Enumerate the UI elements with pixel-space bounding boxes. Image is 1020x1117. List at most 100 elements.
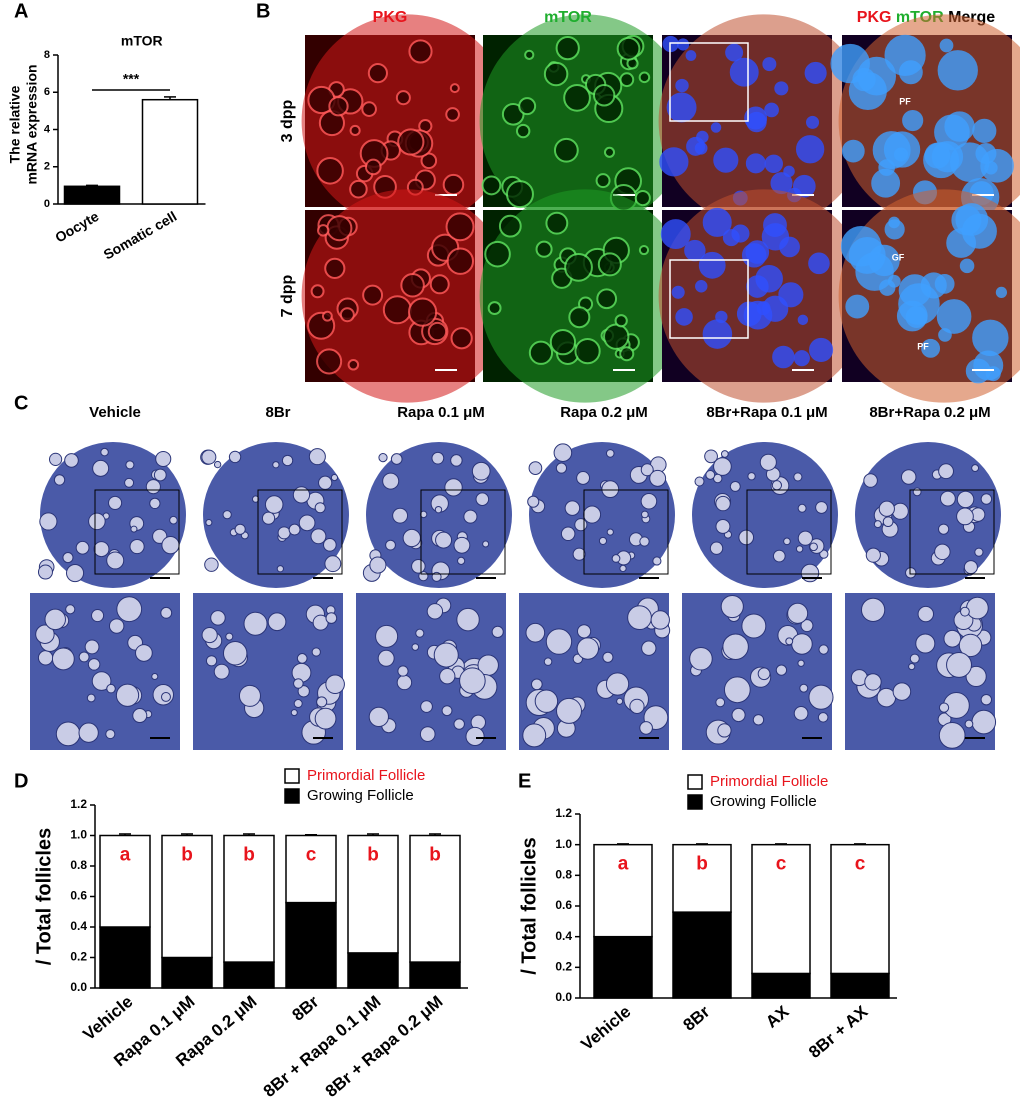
follicle: [277, 526, 291, 540]
follicle: [459, 667, 486, 695]
follicle: [882, 516, 894, 528]
cell: [498, 214, 522, 238]
cell: [764, 102, 779, 118]
follicle: [791, 633, 813, 655]
follicle: [439, 668, 456, 685]
follicle: [444, 478, 463, 497]
follicle: [964, 719, 974, 729]
follicle: [106, 551, 125, 570]
follicle: [938, 463, 954, 480]
follicle: [108, 495, 123, 510]
follicle: [450, 454, 463, 467]
follicle: [689, 646, 713, 671]
cell: [549, 328, 577, 356]
legend-label: Growing Follicle: [307, 787, 414, 804]
follicle: [238, 684, 261, 707]
follicle: [601, 480, 620, 499]
group-letter: a: [618, 854, 629, 875]
cell: [316, 157, 344, 185]
follicle: [129, 538, 145, 555]
follicle: [297, 685, 310, 698]
cell: [638, 244, 650, 256]
cell: [972, 118, 997, 143]
follicle: [225, 632, 234, 641]
y-tick-label: 0.8: [555, 868, 572, 882]
follicle: [397, 665, 409, 677]
bar-segment: [409, 834, 461, 963]
cell: [568, 306, 591, 329]
follicle: [222, 641, 248, 666]
follicle: [91, 609, 105, 623]
follicle: [153, 468, 167, 482]
follicle: [527, 495, 540, 508]
follicle: [915, 633, 936, 654]
cell: [671, 285, 685, 299]
x-tick-label: 8Br + AX: [805, 1002, 872, 1062]
cell: [695, 280, 708, 293]
legend-label: Growing Follicle: [710, 793, 817, 810]
legend-swatch: [284, 768, 300, 784]
follicle: [419, 510, 428, 519]
column-title: 8Br+Rapa 0.2 μM: [869, 404, 990, 421]
follicle: [251, 495, 260, 503]
cell: [763, 213, 787, 238]
follicle: [308, 448, 326, 466]
cell: [553, 137, 579, 163]
follicle: [411, 559, 426, 574]
follicle: [463, 509, 478, 524]
x-tick-label: AX: [762, 1002, 793, 1032]
follicle: [528, 461, 543, 475]
micrograph: [479, 14, 691, 228]
inset-box: [94, 489, 180, 575]
cell: [528, 340, 554, 365]
follicle: [105, 729, 116, 740]
cell: [762, 57, 777, 72]
cell: [515, 123, 531, 139]
tissue: [855, 442, 1001, 588]
cell: [328, 96, 349, 117]
y-tick-label: 6: [44, 86, 50, 98]
follicle: [135, 644, 153, 662]
follicle: [611, 554, 621, 563]
x-tick-label: Vehicle: [577, 1002, 634, 1054]
cell: [555, 35, 580, 61]
follicle: [980, 693, 993, 706]
follicle: [974, 547, 984, 557]
follicle: [205, 519, 213, 527]
follicle: [475, 492, 490, 506]
follicle: [909, 653, 920, 664]
follicle: [817, 712, 829, 723]
cell: [310, 284, 325, 299]
follicle: [310, 528, 327, 545]
cell: [809, 337, 834, 362]
cell: [595, 173, 611, 189]
follicle: [434, 505, 443, 514]
follicle: [722, 633, 749, 660]
follicle: [204, 557, 219, 572]
cell: [660, 219, 691, 250]
follicle: [956, 490, 975, 509]
inset-box: [909, 489, 995, 575]
cell: [367, 63, 388, 84]
cell: [871, 168, 901, 198]
cell: [743, 300, 773, 330]
cell: [694, 141, 708, 155]
y-axis-label: The relative: [7, 85, 23, 163]
annotation: GF: [892, 252, 905, 262]
group-letter: b: [243, 845, 255, 866]
follicle: [741, 613, 767, 639]
tissue: [301, 14, 513, 228]
follicle: [293, 678, 304, 689]
cell: [744, 106, 768, 130]
cell: [855, 252, 894, 291]
follicle: [465, 726, 485, 747]
follicle: [602, 651, 614, 663]
y-tick-label: 0.0: [555, 990, 572, 1004]
cell: [564, 252, 593, 282]
follicle: [564, 500, 581, 516]
cell: [965, 358, 991, 384]
follicle: [799, 683, 809, 693]
cell: [395, 90, 411, 106]
follicle: [149, 497, 161, 510]
follicle: [65, 604, 76, 615]
